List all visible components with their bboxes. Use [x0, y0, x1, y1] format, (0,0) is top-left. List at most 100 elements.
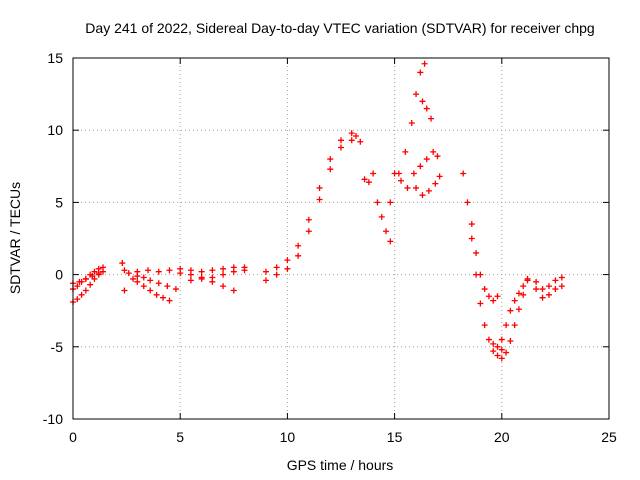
data-point — [545, 291, 552, 298]
x-axis-label: GPS time / hours — [287, 457, 394, 473]
data-point — [134, 273, 141, 280]
data-point — [230, 287, 237, 294]
data-point — [460, 170, 467, 177]
data-point — [552, 277, 559, 284]
data-point — [468, 221, 475, 228]
data-point — [365, 179, 372, 186]
data-point — [89, 273, 96, 280]
data-point — [262, 277, 269, 284]
data-point — [284, 265, 291, 272]
data-point — [511, 322, 518, 329]
data-point — [494, 343, 501, 350]
data-point — [402, 148, 409, 155]
data-point — [187, 277, 194, 284]
data-point — [498, 336, 505, 343]
series-arc-r — [468, 221, 501, 304]
data-point — [558, 274, 565, 281]
series-arc-c — [70, 270, 102, 287]
data-point — [425, 187, 432, 194]
data-point — [558, 283, 565, 290]
data-point — [434, 153, 441, 160]
data-point — [140, 274, 147, 281]
data-point — [511, 297, 518, 304]
data-point — [436, 173, 443, 180]
data-point — [468, 235, 475, 242]
data-point — [172, 286, 179, 293]
data-point — [74, 296, 81, 303]
data-point — [95, 270, 102, 277]
y-tick-label: -10 — [43, 411, 63, 427]
data-point — [494, 293, 501, 300]
data-point — [134, 278, 141, 285]
x-tick-label: 10 — [280, 429, 296, 445]
data-point — [490, 297, 497, 304]
data-point — [327, 156, 334, 163]
data-point — [507, 338, 514, 345]
data-point — [398, 177, 405, 184]
series-arc-j — [262, 130, 364, 275]
series-arc-t — [498, 277, 531, 362]
data-point — [295, 252, 302, 259]
series-arc-i — [187, 267, 248, 284]
data-point — [507, 307, 514, 314]
series-arc-k — [262, 137, 355, 284]
data-point — [419, 98, 426, 105]
data-point — [423, 156, 430, 163]
series-arc-p — [413, 173, 443, 199]
y-axis-label: SDTVAR / TECUs — [7, 182, 23, 294]
data-point — [520, 291, 527, 298]
data-point — [413, 184, 420, 191]
data-point — [430, 148, 437, 155]
x-tick-label: 25 — [601, 429, 617, 445]
data-point — [164, 283, 171, 290]
series-arc-g — [134, 273, 179, 293]
x-tick-label: 20 — [494, 429, 510, 445]
data-point — [413, 91, 420, 98]
data-point — [220, 283, 227, 290]
grid — [73, 58, 609, 419]
data-point — [481, 322, 488, 329]
x-tick-label: 15 — [387, 429, 403, 445]
data-point — [155, 268, 162, 275]
data-point — [125, 270, 132, 277]
data-point — [524, 277, 531, 284]
data-point — [198, 268, 205, 275]
data-point — [187, 271, 194, 278]
series-arc-h — [177, 270, 237, 294]
data-point — [166, 297, 173, 304]
data-point — [327, 166, 334, 173]
data-point — [378, 213, 385, 220]
data-point — [130, 275, 137, 282]
data-point — [464, 199, 471, 206]
data-point — [76, 278, 83, 285]
data-point — [419, 192, 426, 199]
data-point — [209, 274, 216, 281]
data-point — [220, 271, 227, 278]
series-arc-o — [419, 98, 435, 122]
data-point — [147, 277, 154, 284]
data-point — [539, 286, 546, 293]
data-point — [338, 144, 344, 151]
data-point — [417, 163, 424, 170]
data-point — [391, 170, 398, 177]
data-point — [284, 257, 291, 264]
data-point — [348, 130, 355, 137]
data-point — [295, 242, 302, 249]
y-tick-label: 5 — [55, 194, 63, 210]
data-point — [481, 286, 488, 293]
y-tick-label: -5 — [51, 339, 64, 355]
data-point — [74, 283, 81, 290]
data-point — [387, 238, 394, 245]
series-arc-d — [119, 260, 128, 294]
data-point — [417, 69, 424, 76]
data-point — [520, 283, 527, 290]
data-point — [545, 283, 552, 290]
data-point — [230, 268, 237, 275]
data-point — [348, 137, 355, 144]
series-arc-n — [391, 148, 441, 191]
data-point — [177, 270, 184, 277]
data-point — [498, 355, 505, 362]
data-point — [305, 228, 312, 235]
y-tick-label: 0 — [55, 267, 63, 283]
